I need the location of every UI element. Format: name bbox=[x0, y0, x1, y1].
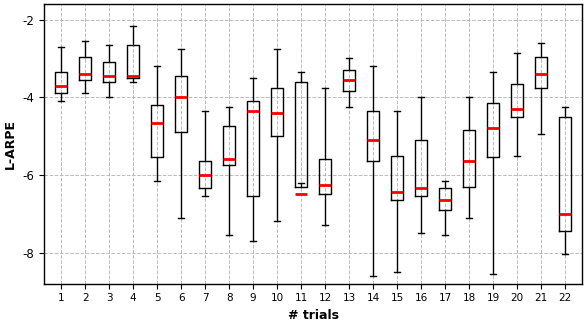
X-axis label: # trials: # trials bbox=[288, 309, 339, 322]
Y-axis label: L-ARPE: L-ARPE bbox=[4, 119, 17, 169]
